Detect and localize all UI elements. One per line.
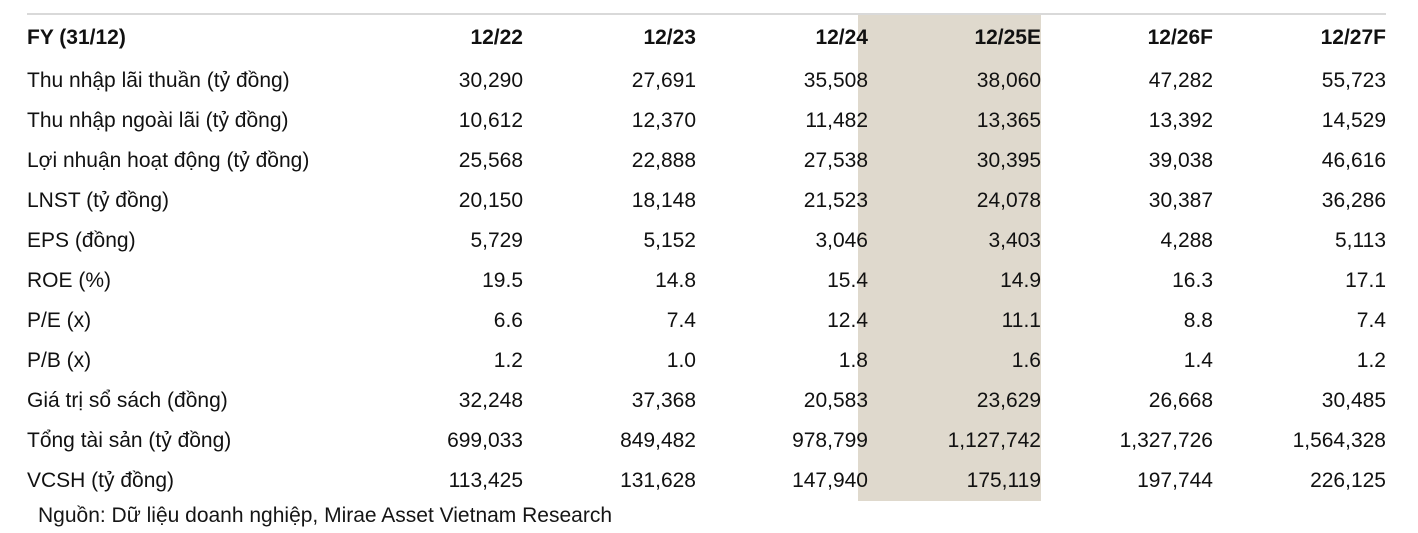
table-cell: 5,729 <box>470 228 523 252</box>
table-cell: 26,668 <box>1148 388 1213 412</box>
table-cell: 36,286 <box>1321 188 1386 212</box>
table-cell: 5,113 <box>1335 228 1386 252</box>
table-cell: 849,482 <box>620 428 696 452</box>
column-header-12-27f: 12/27F <box>1320 25 1386 49</box>
table-cell: 3,046 <box>815 228 868 252</box>
table-cell: 20,150 <box>458 188 523 212</box>
table-cell: 7.4 <box>666 308 696 332</box>
table-cell: 22,888 <box>631 148 696 172</box>
table-cell: 1,327,726 <box>1119 428 1213 452</box>
table-cell: 35,508 <box>803 68 868 92</box>
table-cell-highlighted: 1,127,742 <box>868 421 1041 461</box>
table-row-vcsh-equity: VCSH (tỷ đồng) 113,425 131,628 147,940 1… <box>27 461 1386 501</box>
table-cell: 55,723 <box>1321 68 1386 92</box>
table-cell: 699,033 <box>447 428 523 452</box>
table-cell: 32,248 <box>458 388 523 412</box>
row-label: Thu nhập lãi thuần (tỷ đồng) <box>27 68 290 92</box>
table-cell-highlighted: 11.1 <box>868 301 1041 341</box>
table-cell: 25,568 <box>458 148 523 172</box>
table-row-lnst: LNST (tỷ đồng) 20,150 18,148 21,523 24,0… <box>27 181 1386 221</box>
table-cell-highlighted: 23,629 <box>868 381 1041 421</box>
table-cell: 1.0 <box>666 348 696 372</box>
row-label: EPS (đồng) <box>27 228 136 252</box>
table-cell: 226,125 <box>1310 468 1386 492</box>
table-cell: 1.2 <box>493 348 523 372</box>
table-cell: 30,485 <box>1321 388 1386 412</box>
column-header-fy: FY (31/12) <box>27 25 126 49</box>
table-row-book-value: Giá trị sổ sách (đồng) 32,248 37,368 20,… <box>27 381 1386 421</box>
table-row-roe: ROE (%) 19.5 14.8 15.4 14.9 16.3 17.1 <box>27 261 1386 301</box>
table-cell: 17.1 <box>1345 268 1386 292</box>
table-row-pe: P/E (x) 6.6 7.4 12.4 11.1 8.8 7.4 <box>27 301 1386 341</box>
table-cell: 27,538 <box>803 148 868 172</box>
row-label: Tổng tài sản (tỷ đồng) <box>27 428 232 452</box>
table-cell: 131,628 <box>620 468 696 492</box>
row-label: Thu nhập ngoài lãi (tỷ đồng) <box>27 108 289 132</box>
table-cell: 147,940 <box>792 468 868 492</box>
table-cell: 6.6 <box>493 308 523 332</box>
table-cell: 197,744 <box>1137 468 1213 492</box>
table-cell: 113,425 <box>448 468 523 492</box>
row-label: VCSH (tỷ đồng) <box>27 468 175 492</box>
table-cell: 12.4 <box>827 308 868 332</box>
table-cell: 16.3 <box>1172 268 1213 292</box>
table-cell: 1.8 <box>838 348 868 372</box>
table-cell: 21,523 <box>803 188 868 212</box>
table-cell: 47,282 <box>1148 68 1213 92</box>
table-cell: 8.8 <box>1183 308 1213 332</box>
column-header-12-25e-highlighted: 12/25E <box>868 14 1041 61</box>
table-cell-highlighted: 14.9 <box>868 261 1041 301</box>
table-cell: 18,148 <box>631 188 696 212</box>
row-label: P/B (x) <box>27 348 92 372</box>
table-row-non-interest-income: Thu nhập ngoài lãi (tỷ đồng) 10,612 12,3… <box>27 101 1386 141</box>
table-cell: 7.4 <box>1356 308 1386 332</box>
table-cell: 1.4 <box>1183 348 1213 372</box>
column-header-12-22: 12/22 <box>470 25 523 49</box>
row-label: ROE (%) <box>27 268 111 292</box>
table-cell: 12,370 <box>631 108 696 132</box>
table-cell: 46,616 <box>1321 148 1386 172</box>
table-cell-highlighted: 1.6 <box>868 341 1041 381</box>
column-header-12-26f: 12/26F <box>1147 25 1213 49</box>
table-cell: 14.8 <box>655 268 696 292</box>
table-cell: 11,482 <box>805 108 868 132</box>
table-cell: 30,387 <box>1148 188 1213 212</box>
table-cell-highlighted: 24,078 <box>868 181 1041 221</box>
row-label: P/E (x) <box>27 308 92 332</box>
table-cell-highlighted: 13,365 <box>868 101 1041 141</box>
table-cell: 14,529 <box>1321 108 1386 132</box>
table-cell-highlighted: 30,395 <box>868 141 1041 181</box>
table-cell: 20,583 <box>803 388 868 412</box>
table-cell: 13,392 <box>1148 108 1213 132</box>
table-cell-highlighted: 3,403 <box>868 221 1041 261</box>
table-row-total-assets: Tổng tài sản (tỷ đồng) 699,033 849,482 9… <box>27 421 1386 461</box>
table-cell: 30,290 <box>458 68 523 92</box>
table-cell: 5,152 <box>643 228 696 252</box>
column-header-12-23: 12/23 <box>643 25 696 49</box>
table-cell-highlighted: 175,119 <box>868 461 1041 501</box>
table-header-row: FY (31/12) 12/22 12/23 12/24 12/25E 12/2… <box>27 14 1386 61</box>
source-note: Nguồn: Dữ liệu doanh nghiệp, Mirae Asset… <box>38 504 613 527</box>
row-label: LNST (tỷ đồng) <box>27 188 170 212</box>
table-cell: 39,038 <box>1148 148 1213 172</box>
table-cell: 4,288 <box>1160 228 1213 252</box>
table-cell: 27,691 <box>631 68 696 92</box>
table-cell: 15.4 <box>827 268 868 292</box>
table-cell: 10,612 <box>458 108 523 132</box>
table-cell: 37,368 <box>631 388 696 412</box>
row-label: Lợi nhuận hoạt động (tỷ đồng) <box>27 148 310 172</box>
table-row-pb: P/B (x) 1.2 1.0 1.8 1.6 1.4 1.2 <box>27 341 1386 381</box>
table-cell: 1.2 <box>1356 348 1386 372</box>
table-cell: 978,799 <box>792 428 868 452</box>
table-row-operating-profit: Lợi nhuận hoạt động (tỷ đồng) 25,568 22,… <box>27 141 1386 181</box>
table-row-eps: EPS (đồng) 5,729 5,152 3,046 3,403 4,288… <box>27 221 1386 261</box>
row-label: Giá trị sổ sách (đồng) <box>27 388 228 412</box>
table-cell: 19.5 <box>482 268 523 292</box>
table-cell: 1,564,328 <box>1292 428 1386 452</box>
table-cell-highlighted: 38,060 <box>868 61 1041 101</box>
financial-summary-table: FY (31/12) 12/22 12/23 12/24 12/25E 12/2… <box>27 13 1386 501</box>
column-header-12-24: 12/24 <box>815 25 868 49</box>
table-row-net-interest-income: Thu nhập lãi thuần (tỷ đồng) 30,290 27,6… <box>27 61 1386 101</box>
